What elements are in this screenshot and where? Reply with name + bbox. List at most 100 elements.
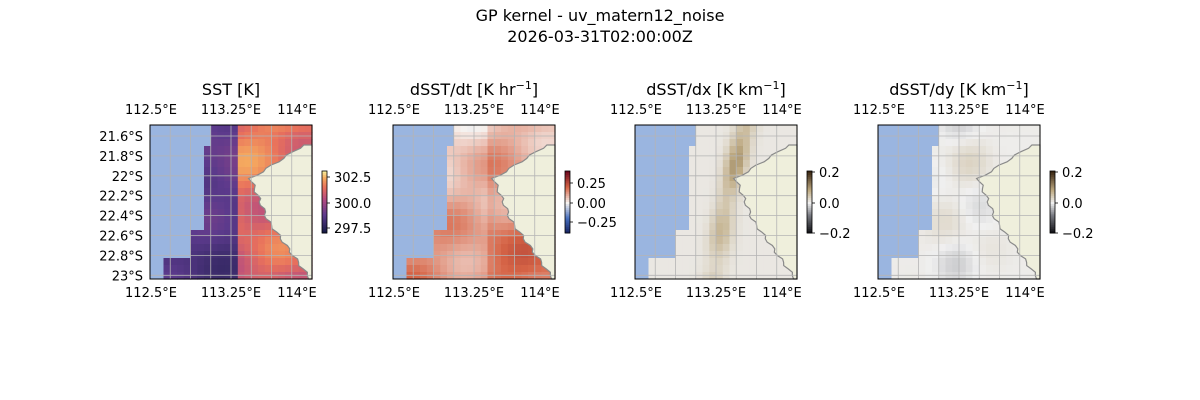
heatmap-cell <box>749 258 758 266</box>
heatmap-cell <box>999 146 1007 154</box>
heatmap-cell <box>938 146 947 154</box>
colorbar-step <box>322 195 327 199</box>
heatmap-cell <box>1013 258 1021 266</box>
heatmap-cell <box>689 251 697 259</box>
heatmap-cell <box>467 146 475 154</box>
heatmap-cell <box>702 167 710 175</box>
heatmap-cell <box>217 202 225 210</box>
heatmap-cell <box>932 223 940 231</box>
colorbar-step <box>1050 183 1055 186</box>
heatmap-cell <box>945 251 953 259</box>
heatmap-cell <box>1033 125 1041 133</box>
heatmap-cell <box>264 272 273 280</box>
heatmap-cell <box>447 181 455 189</box>
plot-frame <box>149 124 313 280</box>
heatmap-cell <box>521 251 529 259</box>
colorbar-tick-label: 297.5 <box>334 222 371 237</box>
colorbar-step <box>322 177 327 180</box>
heatmap-cell <box>244 265 252 273</box>
heatmap-cell <box>480 223 489 231</box>
heatmap-cell <box>204 153 212 161</box>
colorbar-step <box>1050 214 1055 217</box>
heatmap-cell <box>992 237 1001 245</box>
colorbar-step <box>565 197 570 201</box>
heatmap-cell <box>285 139 293 147</box>
heatmap-cell <box>729 174 737 182</box>
colorbar-step <box>807 179 812 182</box>
heatmap-cell <box>251 195 259 203</box>
heatmap-cell <box>197 244 205 252</box>
heatmap-cell <box>938 153 947 161</box>
heatmap-cell <box>528 272 536 280</box>
heatmap-cell <box>695 209 704 217</box>
heatmap-cell <box>675 258 683 266</box>
colorbar-step <box>1050 181 1055 184</box>
heatmap-cell <box>722 230 731 238</box>
heatmap-cell <box>224 125 232 133</box>
heatmap-cell <box>474 244 482 252</box>
heatmap-cell <box>702 216 710 224</box>
heatmap-cell <box>474 237 482 245</box>
heatmap-cell <box>729 202 737 210</box>
heatmap-cell <box>487 195 495 203</box>
heatmap-cell <box>675 244 683 252</box>
heatmap-cell <box>210 265 219 273</box>
plot-frame <box>634 124 798 280</box>
colorbar-step <box>322 220 327 224</box>
heatmap-cell <box>945 125 953 133</box>
colorbar-step <box>565 175 570 178</box>
colorbar-step <box>807 189 812 193</box>
heatmap-cell <box>756 125 764 133</box>
heatmap-cell <box>1019 258 1028 266</box>
heatmap-cell <box>514 265 522 273</box>
heatmap-cell <box>986 160 994 168</box>
heatmap-cell <box>938 272 947 280</box>
heatmap-cell <box>514 272 522 280</box>
colorbar-step <box>1050 175 1055 178</box>
heatmap-cell <box>244 181 252 189</box>
land-mass <box>975 144 1041 280</box>
heatmap-cell <box>938 265 947 273</box>
heatmap-cell <box>217 223 225 231</box>
heatmap-cell <box>494 237 502 245</box>
heatmap-cell <box>709 160 717 168</box>
heatmap-cell <box>224 251 232 259</box>
heatmap-cell <box>952 153 960 161</box>
heatmap-cell <box>460 237 468 245</box>
land-mass <box>732 144 798 280</box>
heatmap-cell <box>244 237 252 245</box>
heatmap-cell <box>736 167 744 175</box>
heatmap-cell <box>986 209 994 217</box>
heatmap-cell <box>217 195 225 203</box>
heatmap-cell <box>170 265 178 273</box>
heatmap-cell <box>992 223 1001 231</box>
heatmap-cell <box>763 125 771 133</box>
heatmap-cell <box>702 160 710 168</box>
heatmap-cell <box>521 153 529 161</box>
heatmap-cell <box>756 237 764 245</box>
heatmap-cell <box>433 230 441 238</box>
heatmap-cell <box>655 265 663 273</box>
heatmap-cell <box>487 237 495 245</box>
heatmap-cell <box>945 174 953 182</box>
heatmap-cell <box>264 230 273 238</box>
figure-title: GP kernel - uv_matern12_noise <box>475 6 725 25</box>
heatmap-cell <box>702 153 710 161</box>
heatmap-cell <box>695 237 704 245</box>
colorbar-tick-label: 302.5 <box>334 171 371 186</box>
heatmap-cell <box>945 209 953 217</box>
heatmap-cell <box>231 188 239 196</box>
heatmap-cell <box>480 216 489 224</box>
heatmap-cell <box>487 160 495 168</box>
colorbar-step <box>807 212 812 215</box>
heatmap-cell <box>244 153 252 161</box>
colorbar-step <box>1050 220 1055 224</box>
heatmap-cell <box>952 188 960 196</box>
colorbar-step <box>322 185 327 189</box>
heatmap-cell <box>271 265 279 273</box>
heatmap-cell <box>972 188 980 196</box>
heatmap-cell <box>709 174 717 182</box>
heatmap-cell <box>467 272 475 280</box>
heatmap-cell <box>979 216 987 224</box>
heatmap-cell <box>729 237 737 245</box>
